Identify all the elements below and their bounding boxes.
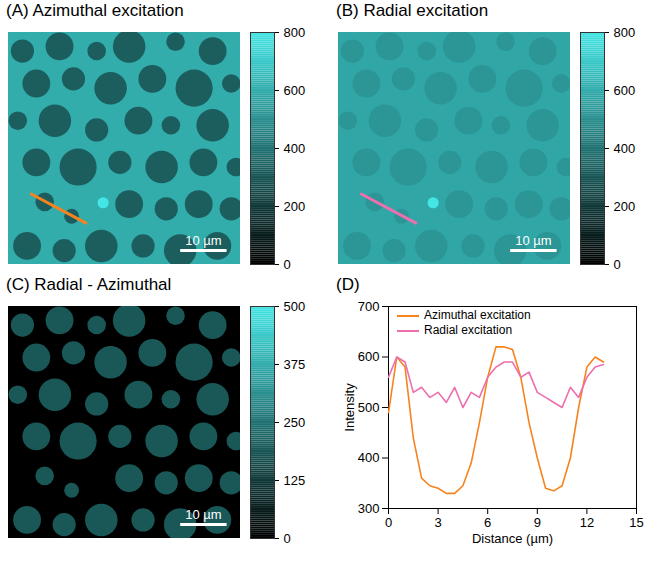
svg-text:800: 800 [284,25,306,40]
svg-text:600: 600 [358,349,380,364]
html-text:(A) Azimuthal excitation: (A) Azimuthal excitation [6,1,184,20]
svg-text:10 µm: 10 µm [185,507,221,522]
svg-text:400: 400 [284,141,306,156]
html-text:(C) Radial - Azimuthal: (C) Radial - Azimuthal [6,275,172,294]
html-text:Azimuthal excitation: Azimuthal excitation [424,308,531,322]
svg-text:0: 0 [385,515,392,530]
svg-text:6: 6 [484,515,491,530]
svg-text:15: 15 [629,515,643,530]
svg-text:400: 400 [358,450,380,465]
svg-text:0: 0 [614,257,621,272]
svg-text:800: 800 [614,25,636,40]
svg-text:10 µm: 10 µm [515,233,551,248]
svg-text:Intensity: Intensity [342,383,357,432]
svg-text:0: 0 [284,257,291,272]
html-text:Radial excitation: Radial excitation [424,323,513,337]
svg-text:12: 12 [580,515,594,530]
svg-text:400: 400 [614,141,636,156]
svg-text:0: 0 [284,531,291,546]
svg-text:200: 200 [284,199,306,214]
html-text:(D): (D) [336,275,360,294]
svg-text:200: 200 [614,199,636,214]
svg-text:375: 375 [284,357,306,372]
svg-text:500: 500 [284,299,306,314]
svg-text:700: 700 [358,299,380,314]
svg-text:3: 3 [434,515,441,530]
svg-text:600: 600 [614,83,636,98]
svg-text:500: 500 [358,400,380,415]
svg-text:600: 600 [284,83,306,98]
svg-text:300: 300 [358,501,380,516]
svg-text:125: 125 [284,473,306,488]
svg-text:9: 9 [534,515,541,530]
svg-text:Distance (µm): Distance (µm) [472,531,553,546]
svg-text:10 µm: 10 µm [185,233,221,248]
svg-text:250: 250 [284,415,306,430]
html-text:(B) Radial excitation: (B) Radial excitation [336,1,489,20]
